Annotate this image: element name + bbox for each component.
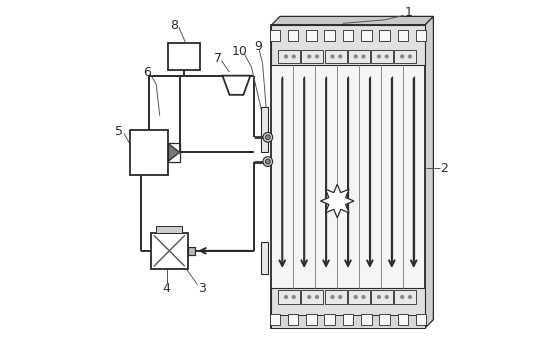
Bar [271,288,424,328]
Bar [371,49,393,63]
Bar [324,314,335,325]
Bar [288,314,298,325]
Bar [416,314,426,325]
Bar [379,30,390,41]
Circle shape [331,296,334,299]
Bar [394,290,416,304]
Circle shape [385,55,388,58]
Bar [348,49,370,63]
Bar [306,30,316,41]
Circle shape [362,55,365,58]
Circle shape [316,296,319,299]
Circle shape [409,55,412,58]
Circle shape [362,296,365,299]
Circle shape [284,55,287,58]
Bar [261,242,268,274]
Bar [371,290,393,304]
Bar [398,30,408,41]
Circle shape [263,157,273,167]
Polygon shape [320,184,354,218]
Bar [416,30,426,41]
Bar [361,30,371,41]
Text: 9: 9 [254,40,262,52]
Bar [156,226,183,232]
Text: 1: 1 [405,6,413,19]
Bar [324,30,335,41]
Text: 10: 10 [232,45,248,58]
Bar [361,314,371,325]
Bar [325,49,347,63]
Bar [271,25,424,328]
Circle shape [331,55,334,58]
Circle shape [339,55,342,58]
Bar [278,49,300,63]
Polygon shape [222,76,250,95]
Bar [379,314,390,325]
Circle shape [401,296,404,299]
Bar [271,25,424,65]
Text: 5: 5 [115,125,123,138]
Bar [169,143,180,162]
Bar [325,290,347,304]
Text: 3: 3 [198,282,206,295]
Bar [278,290,300,304]
Bar [348,290,370,304]
Circle shape [292,55,295,58]
Circle shape [265,135,270,140]
Circle shape [354,55,357,58]
Circle shape [409,296,412,299]
Text: 4: 4 [163,282,171,295]
Bar [301,290,323,304]
Polygon shape [424,16,433,328]
Bar [269,314,280,325]
Text: 8: 8 [170,19,178,32]
Bar [343,314,353,325]
Polygon shape [169,144,180,161]
Bar [398,314,408,325]
Circle shape [292,296,295,299]
Bar [306,314,316,325]
Bar [188,247,194,255]
Circle shape [316,55,319,58]
Bar [288,30,298,41]
Text: 7: 7 [214,52,222,65]
Circle shape [263,132,273,142]
Bar [394,49,416,63]
Circle shape [265,159,270,164]
Circle shape [377,55,380,58]
Bar [151,232,188,269]
Circle shape [385,296,388,299]
Circle shape [308,55,311,58]
Circle shape [354,296,357,299]
Bar [343,30,353,41]
Text: 6: 6 [143,66,151,79]
Bar [269,30,280,41]
Circle shape [377,296,380,299]
Circle shape [401,55,404,58]
Bar [261,107,268,153]
Polygon shape [271,16,433,25]
Circle shape [308,296,311,299]
Circle shape [284,296,287,299]
Bar [169,43,200,70]
Text: 2: 2 [440,162,448,175]
Bar [301,49,323,63]
Bar [271,315,424,328]
Bar [130,130,169,175]
Circle shape [339,296,342,299]
